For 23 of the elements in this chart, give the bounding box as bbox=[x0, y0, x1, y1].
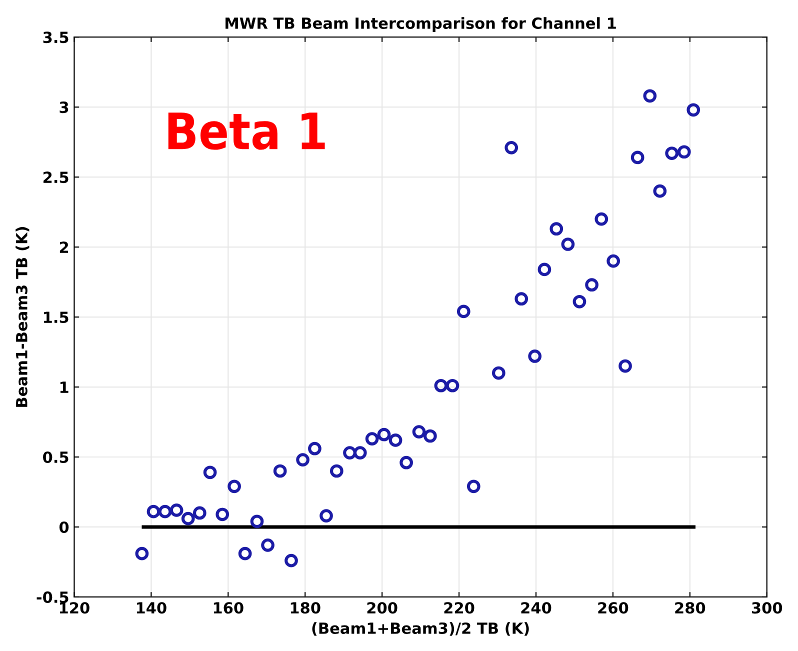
x-tick-label: 220 bbox=[444, 602, 474, 614]
x-tick-label: 180 bbox=[290, 602, 320, 614]
y-tick-label: 2.5 bbox=[44, 172, 68, 184]
y-tick-label: 3.5 bbox=[43, 32, 68, 44]
x-tick-label: 120 bbox=[60, 602, 90, 614]
x-tick-label: 260 bbox=[598, 602, 628, 614]
x-axis-title: (Beam1+Beam3)/2 TB (K) bbox=[312, 622, 529, 636]
x-tick-label: 240 bbox=[521, 602, 552, 614]
x-tick-label: 200 bbox=[367, 602, 398, 614]
y-tick-label: 2 bbox=[60, 242, 68, 253]
y-tick-label: 0.5 bbox=[43, 451, 68, 464]
x-tick-label: 160 bbox=[214, 602, 244, 614]
y-tick-label: 3 bbox=[60, 102, 68, 114]
x-tick-label: 300 bbox=[752, 602, 782, 614]
y-tick-label: 1 bbox=[60, 382, 68, 393]
chart-title: MWR TB Beam Intercomparison for Channel 1 bbox=[226, 17, 616, 32]
y-tick-label: -0.5 bbox=[36, 591, 68, 603]
y-tick-label: 0 bbox=[59, 521, 69, 534]
x-tick-label: 280 bbox=[675, 602, 706, 614]
y-tick-label: 1.5 bbox=[44, 312, 68, 324]
y-axis-title: Beam1-Beam3 TB (K) bbox=[16, 227, 30, 407]
x-tick-label: 140 bbox=[136, 602, 166, 614]
annotation: Beta 1 bbox=[168, 112, 325, 150]
